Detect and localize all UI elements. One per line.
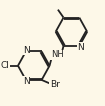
- Text: Cl: Cl: [0, 61, 9, 70]
- Text: N: N: [23, 77, 30, 86]
- Text: N: N: [77, 43, 84, 52]
- Text: N: N: [23, 46, 30, 55]
- Text: Br: Br: [50, 80, 60, 89]
- Text: NH: NH: [51, 50, 63, 59]
